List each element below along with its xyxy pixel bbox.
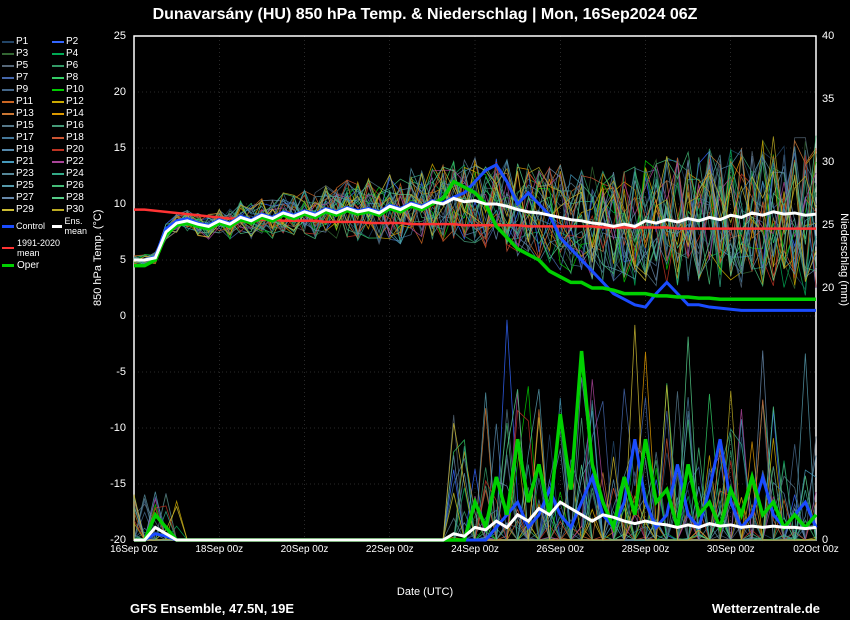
legend-item-P25: P25: [2, 180, 52, 191]
legend-Control: Control: [2, 216, 52, 236]
legend-item-P26: P26: [52, 180, 102, 191]
legend-item-P8: P8: [52, 72, 102, 83]
xtick: 20Sep 00z: [281, 544, 329, 555]
legend-Oper: Oper: [2, 260, 102, 271]
ytick-left: 15: [102, 142, 126, 154]
legend-item-P6: P6: [52, 60, 102, 71]
ytick-left: -15: [102, 478, 126, 490]
xtick: 28Sep 00z: [622, 544, 670, 555]
xtick: 30Sep 00z: [707, 544, 755, 555]
legend-item-P10: P10: [52, 84, 102, 95]
ytick-left: -5: [102, 366, 126, 378]
ytick-left: 0: [102, 310, 126, 322]
legend-item-P23: P23: [2, 168, 52, 179]
legend-item-P2: P2: [52, 36, 102, 47]
legend-item-P1: P1: [2, 36, 52, 47]
legend-item-P17: P17: [2, 132, 52, 143]
legend-item-P21: P21: [2, 156, 52, 167]
footer-credit: Wetterzentrale.de: [712, 601, 820, 616]
ytick-left: 20: [102, 86, 126, 98]
xtick: 02Oct 00z: [793, 544, 839, 555]
xtick: 22Sep 00z: [366, 544, 414, 555]
legend-item-P7: P7: [2, 72, 52, 83]
legend-item-P20: P20: [52, 144, 102, 155]
legend-item-P13: P13: [2, 108, 52, 119]
footer-source: GFS Ensemble, 47.5N, 19E: [130, 601, 294, 616]
legend-item-P3: P3: [2, 48, 52, 59]
ytick-right: 40: [822, 30, 846, 42]
legend-item-P29: P29: [2, 204, 52, 215]
legend-item-P14: P14: [52, 108, 102, 119]
legend-item-P19: P19: [2, 144, 52, 155]
ensemble-chart: [130, 30, 820, 570]
ytick-left: 5: [102, 254, 126, 266]
legend-item-P27: P27: [2, 192, 52, 203]
legend-item-P24: P24: [52, 168, 102, 179]
legend-item-P4: P4: [52, 48, 102, 59]
legend-item-P11: P11: [2, 96, 52, 107]
legend: P1P2P3P4P5P6P7P8P9P10P11P12P13P14P15P16P…: [2, 36, 102, 271]
ytick-right: 35: [822, 93, 846, 105]
xtick: 24Sep 00z: [451, 544, 499, 555]
xtick: 16Sep 00z: [110, 544, 158, 555]
legend-item-P9: P9: [2, 84, 52, 95]
ytick-left: 25: [102, 30, 126, 42]
ytick-right: 30: [822, 156, 846, 168]
xtick: 18Sep 00z: [195, 544, 243, 555]
x-axis-label: Date (UTC): [397, 586, 453, 598]
legend-item-P22: P22: [52, 156, 102, 167]
xtick: 26Sep 00z: [536, 544, 584, 555]
legend-ClimMean: 1991-2020mean: [2, 238, 102, 258]
ytick-left: -10: [102, 422, 126, 434]
ytick-left: 10: [102, 198, 126, 210]
chart-title: Dunavarsány (HU) 850 hPa Temp. & Nieders…: [0, 0, 850, 24]
legend-item-P15: P15: [2, 120, 52, 131]
ytick-right: 25: [822, 219, 846, 231]
legend-item-P18: P18: [52, 132, 102, 143]
legend-item-P16: P16: [52, 120, 102, 131]
legend-item-P28: P28: [52, 192, 102, 203]
legend-item-P5: P5: [2, 60, 52, 71]
ytick-right: 20: [822, 282, 846, 294]
legend-item-P12: P12: [52, 96, 102, 107]
